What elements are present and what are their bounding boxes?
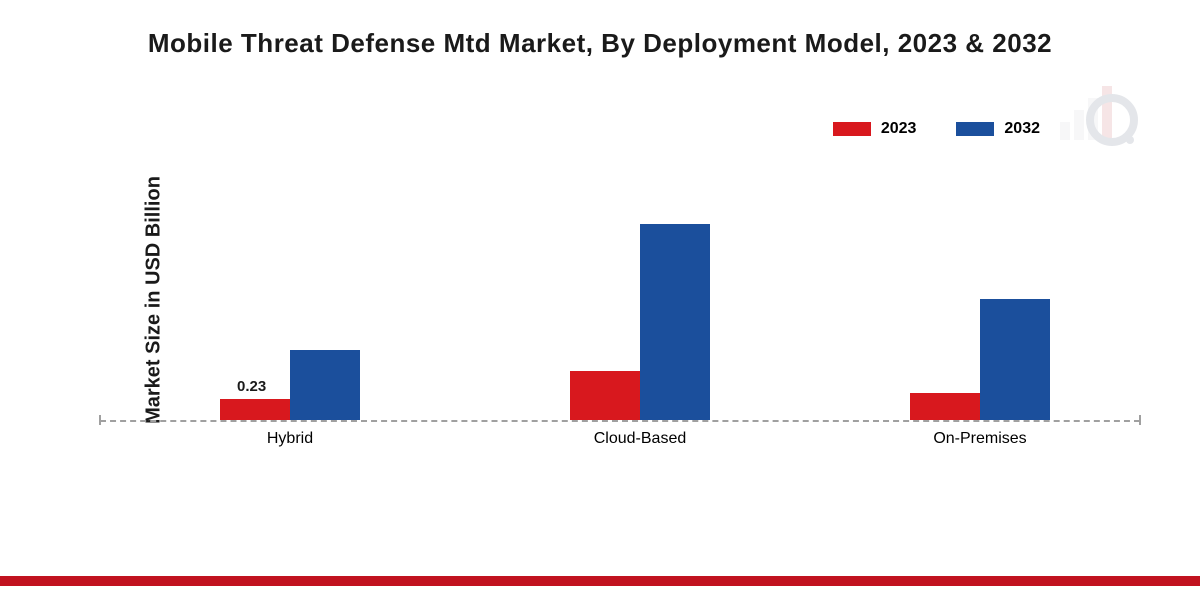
bar-hybrid-2032 [290, 350, 360, 420]
chart-title: Mobile Threat Defense Mtd Market, By Dep… [0, 28, 1200, 59]
legend-label-2023: 2023 [881, 120, 917, 138]
category-label: On-Premises [910, 430, 1050, 448]
legend-item-2023: 2023 [833, 120, 917, 138]
legend-swatch-2023 [833, 122, 871, 136]
plot-area: 0.23 Hybrid Cloud-Based On-Premises [100, 170, 1140, 470]
bar-onpremises-2032 [980, 299, 1050, 420]
watermark-logo [1050, 70, 1140, 160]
legend: 2023 2032 [833, 120, 1040, 138]
legend-label-2032: 2032 [1004, 120, 1040, 138]
bar-hybrid-2023 [220, 399, 290, 420]
legend-swatch-2032 [956, 122, 994, 136]
baseline-end-tick [1139, 415, 1141, 425]
baseline [100, 420, 1140, 422]
bar-cloudbased-2032 [640, 224, 710, 420]
bar-onpremises-2023 [910, 393, 980, 420]
category-label: Hybrid [220, 430, 360, 448]
baseline-end-tick [99, 415, 101, 425]
bar-cloudbased-2023 [570, 371, 640, 420]
footer-accent-bar [0, 576, 1200, 586]
bar-value-label: 0.23 [237, 378, 266, 395]
legend-item-2032: 2032 [956, 120, 1040, 138]
category-label: Cloud-Based [570, 430, 710, 448]
